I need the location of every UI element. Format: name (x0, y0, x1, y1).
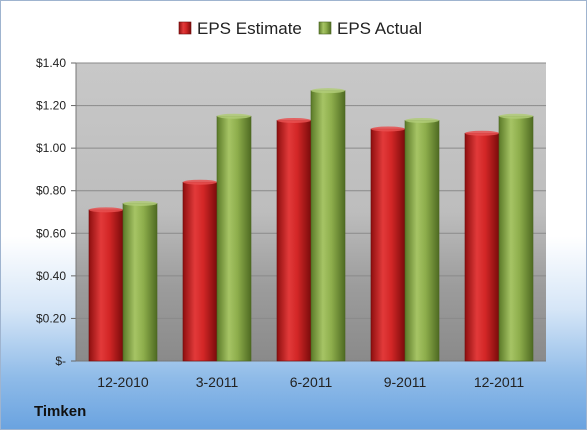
y-tick-label: $1.20 (36, 99, 66, 113)
bar-eps-actual (498, 115, 534, 362)
legend-label-estimate: EPS Estimate (197, 19, 302, 38)
x-tick-label: 6-2011 (290, 374, 333, 390)
legend-swatch-actual (318, 21, 332, 35)
y-tick-label: $0.60 (36, 226, 66, 240)
bar-eps-estimate (182, 181, 218, 362)
bar-cap-eps-actual (499, 113, 533, 119)
bar-cap-eps-actual (405, 117, 439, 123)
bar-eps-estimate (88, 209, 124, 362)
bar-eps-actual (216, 115, 252, 362)
bar-cap-eps-estimate (89, 207, 123, 213)
x-tick-label: 12-2010 (97, 374, 149, 390)
x-tick-label: 12-2011 (474, 374, 525, 390)
x-tick-label: 3-2011 (196, 374, 239, 390)
bar-cap-eps-estimate (371, 126, 405, 132)
bar-eps-actual (404, 120, 440, 362)
y-tick-label: $- (55, 354, 66, 368)
legend-label-actual: EPS Actual (337, 19, 422, 38)
y-tick-label: $1.00 (36, 141, 66, 155)
bar-cap-eps-actual (123, 200, 157, 206)
y-tick-label: $0.40 (36, 269, 66, 283)
bar-eps-actual (310, 90, 346, 362)
bar-cap-eps-actual (217, 113, 251, 119)
y-tick-label: $0.80 (36, 184, 66, 198)
bar-eps-actual (122, 203, 158, 362)
legend-swatch-estimate (178, 21, 192, 35)
y-tick-label: $0.20 (36, 311, 66, 325)
bar-cap-eps-actual (311, 88, 345, 94)
company-name: Timken (34, 403, 87, 420)
bar-cap-eps-estimate (277, 117, 311, 123)
y-tick-label: $1.40 (36, 56, 66, 70)
bar-cap-eps-estimate (183, 179, 217, 185)
bar-eps-estimate (276, 120, 312, 362)
x-tick-label: 9-2011 (384, 374, 427, 390)
bar-cap-eps-estimate (465, 130, 499, 136)
bar-eps-estimate (464, 132, 500, 362)
bar-eps-estimate (370, 128, 406, 362)
